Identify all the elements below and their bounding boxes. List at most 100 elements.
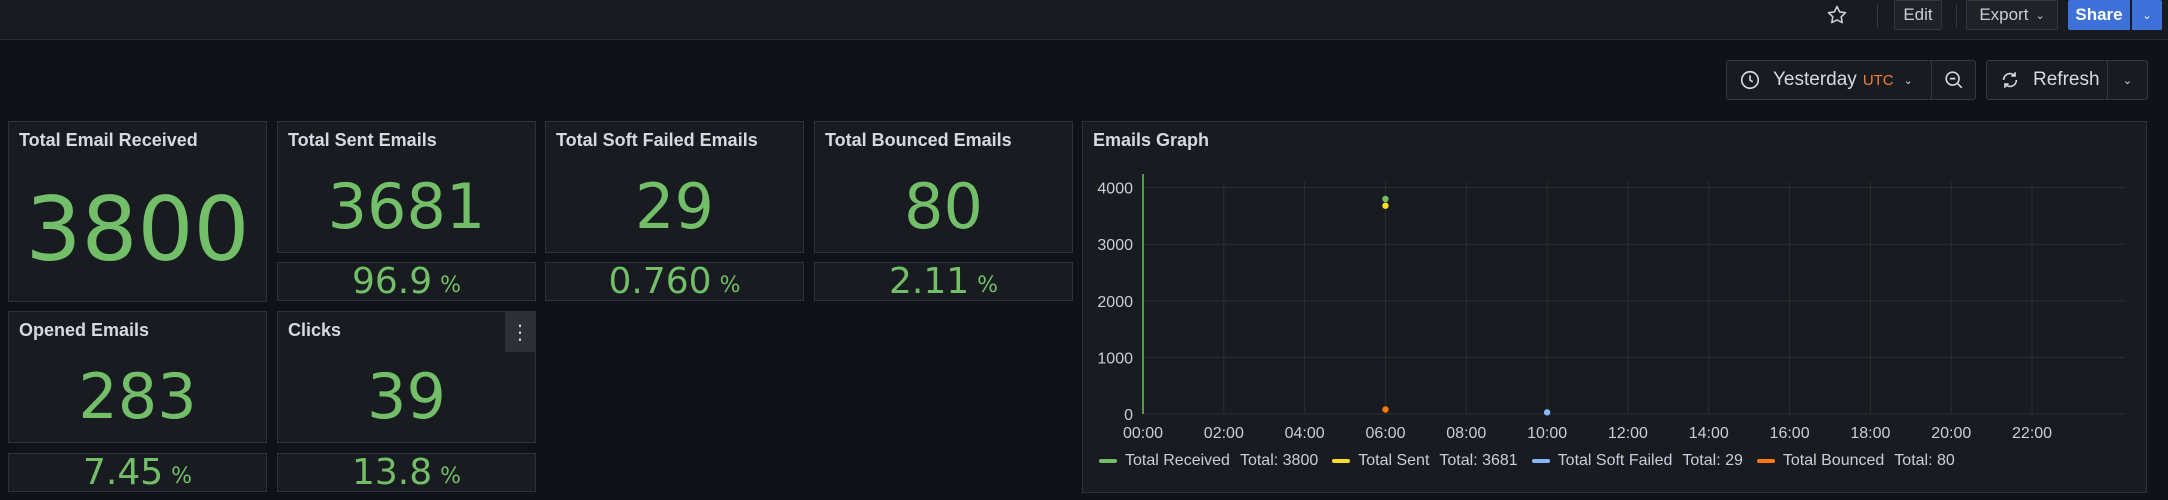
percent-unit: % [977, 273, 999, 298]
x-tick-label: 16:00 [1770, 425, 1810, 442]
legend-total: Total: 80 [1894, 452, 1955, 469]
panel-total-soft-failed-emails: Total Soft Failed Emails 29 [545, 121, 804, 253]
stat-value: 283 [78, 360, 197, 433]
percent-unit: % [440, 464, 462, 489]
x-tick-label: 04:00 [1285, 425, 1325, 442]
legend-item-total-soft-failed[interactable]: Total Soft Failed Total: 29 [1531, 452, 1743, 470]
panel-title: Clicks [288, 320, 342, 340]
panel-menu-button[interactable]: ⋮ [505, 312, 535, 352]
legend-total: Total: 3681 [1439, 452, 1518, 469]
kebab-menu-icon: ⋮ [510, 321, 530, 344]
x-tick-label: 08:00 [1446, 425, 1486, 442]
emails-chart: 0 1000 2000 3000 4000 00:00 02:00 04:00 06:00 08:… [1097, 174, 2125, 442]
legend-swatch [1756, 459, 1775, 463]
panel-title: Total Email Received [19, 130, 198, 150]
x-tick-label: 22:00 [2012, 425, 2052, 442]
legend-swatch [1531, 459, 1550, 463]
refresh-interval-dropdown[interactable]: ⌄ [2108, 60, 2148, 100]
refresh-icon [2002, 72, 2018, 88]
panel-title: Total Bounced Emails [825, 130, 1012, 150]
chevron-down-icon: ⌄ [1903, 74, 1913, 87]
share-label: Share [2075, 5, 2123, 24]
percent-value: 7.45 [82, 452, 164, 493]
time-range-label: Yesterday [1773, 69, 1857, 90]
star-icon[interactable] [1825, 3, 1849, 27]
clock-icon [1740, 70, 1760, 90]
chart-legend: Total Received Total: 3800 Total Sent To… [1099, 452, 1969, 470]
data-point-total-sent [1382, 202, 1389, 209]
legend-name: Total Bounced [1782, 452, 1885, 469]
dashboard-toolbar: Edit Export ⌄ Share ⌄ [0, 0, 2168, 40]
percent-unit: % [440, 273, 462, 298]
percent-unit: % [171, 464, 193, 489]
percent-value: 2.11 [888, 261, 970, 302]
edit-label: Edit [1903, 5, 1933, 24]
edit-button[interactable]: Edit [1894, 0, 1942, 30]
panel-total-sent-emails: Total Sent Emails 3681 [277, 121, 536, 253]
percent-value: 13.8 [351, 452, 433, 493]
stat-value: 80 [904, 170, 983, 243]
y-tick-label: 4000 [1097, 181, 1133, 198]
legend-item-total-sent[interactable]: Total Sent Total: 3681 [1332, 452, 1518, 470]
legend-swatch [1099, 459, 1117, 463]
data-point-total-soft-failed [1543, 409, 1551, 416]
stat-value: 29 [635, 170, 714, 243]
legend-name: Total Soft Failed [1557, 452, 1673, 469]
y-tick-label: 1000 [1097, 350, 1133, 367]
percent-value: 96.9 [351, 261, 433, 302]
export-label: Export [1979, 5, 2029, 24]
panel-title: Emails Graph [1093, 130, 1210, 150]
x-tick-label: 14:00 [1689, 425, 1729, 442]
legend-item-total-bounced[interactable]: Total Bounced Total: 80 [1756, 452, 1955, 470]
percent-unit: % [719, 273, 741, 298]
panel-total-sent-percent: 96.9 % [277, 261, 536, 302]
panel-total-bounced-emails: Total Bounced Emails 80 [814, 121, 1073, 253]
stat-value: 3800 [25, 178, 250, 281]
panel-clicks: Clicks ⋮ 39 [277, 311, 536, 443]
x-tick-label: 20:00 [1931, 425, 1971, 442]
toolbar-divider [1877, 4, 1878, 28]
share-button[interactable]: Share [2068, 0, 2130, 30]
x-tick-label: 12:00 [1608, 425, 1648, 442]
y-tick-label: 3000 [1097, 237, 1133, 254]
legend-item-total-received[interactable]: Total Received Total: 3800 [1099, 452, 1318, 470]
percent-value: 0.760 [608, 261, 712, 302]
x-tick-label: 02:00 [1204, 425, 1244, 442]
panel-opened-emails: Opened Emails 283 [8, 311, 267, 443]
legend-total: Total: 29 [1682, 452, 1743, 469]
panel-emails-graph: Emails Graph 0 1000 2000 3000 4000 00:00 02:00… [1082, 121, 2147, 493]
legend-name: Total Sent [1358, 452, 1430, 469]
panel-title: Total Sent Emails [288, 130, 437, 150]
panel-title: Total Soft Failed Emails [556, 130, 758, 150]
chevron-down-icon: ⌄ [2122, 74, 2133, 87]
panel-total-bounced-percent: 2.11 % [814, 261, 1073, 302]
panel-total-soft-failed-percent: 0.760 % [545, 261, 804, 302]
x-tick-label: 06:00 [1365, 425, 1405, 442]
legend-name: Total Received [1125, 452, 1230, 469]
chevron-down-icon: ⌄ [2142, 9, 2152, 22]
legend-swatch [1332, 459, 1351, 463]
chevron-down-icon: ⌄ [2035, 9, 2045, 22]
data-point-total-received [1382, 195, 1389, 203]
refresh-button[interactable]: Refresh [1986, 60, 2108, 100]
refresh-label: Refresh [2033, 69, 2100, 90]
x-tick-label: 10:00 [1527, 425, 1567, 442]
time-range-picker[interactable]: Yesterday UTC ⌄ [1726, 60, 1932, 100]
x-tick-label: 18:00 [1850, 425, 1890, 442]
panel-opened-percent: 7.45 % [8, 452, 267, 493]
data-point-total-bounced [1382, 406, 1389, 413]
legend-total: Total: 3800 [1239, 452, 1319, 469]
zoom-out-icon [1944, 71, 1962, 89]
y-tick-label: 0 [1124, 407, 1133, 424]
stat-value: 3681 [327, 170, 486, 243]
x-tick-label: 00:00 [1123, 425, 1163, 442]
stat-value: 39 [367, 360, 446, 433]
y-tick-label: 2000 [1097, 294, 1133, 311]
toolbar-divider [1956, 4, 1957, 28]
share-button-group: Share ⌄ [2068, 0, 2162, 30]
panel-total-email-received: Total Email Received 3800 [8, 121, 267, 302]
export-button[interactable]: Export ⌄ [1966, 0, 2058, 30]
panel-clicks-percent: 13.8 % [277, 452, 536, 493]
share-dropdown-button[interactable]: ⌄ [2132, 0, 2162, 30]
zoom-out-button[interactable] [1932, 60, 1976, 100]
